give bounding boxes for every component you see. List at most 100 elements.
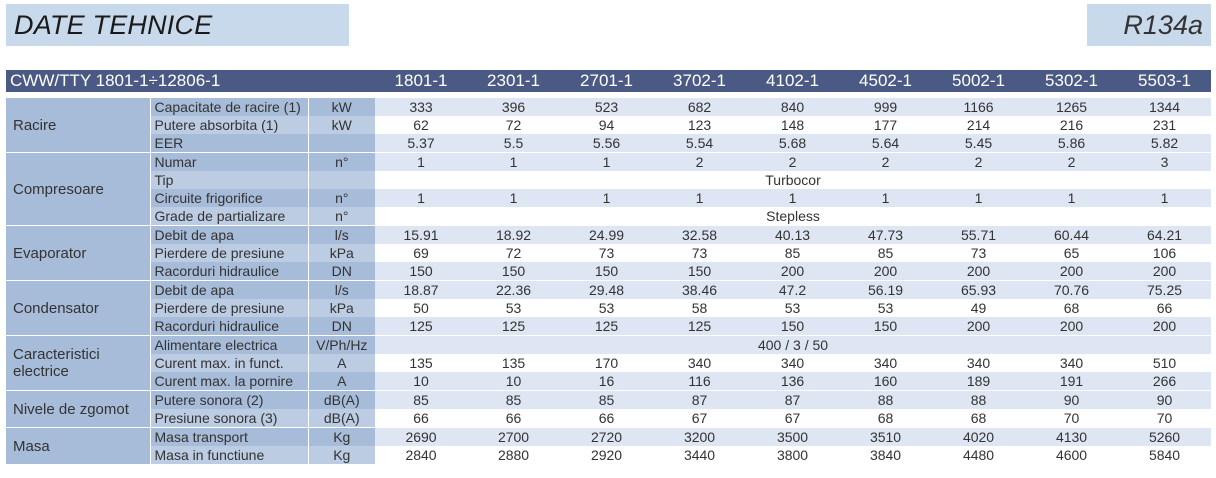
value-cell: 1 [746, 189, 840, 207]
value-cell: 2880 [467, 446, 561, 465]
value-cell: 88 [932, 390, 1026, 409]
parameter-label: Curent max. in funct. [149, 354, 308, 372]
unit-label: V/Ph/Hz [307, 335, 376, 354]
unit-label: kW [307, 98, 376, 116]
value-cell: 4130 [1025, 427, 1119, 446]
value-cell: 10 [375, 372, 468, 391]
value-cell: 231 [1118, 116, 1212, 134]
value-cell: 38.46 [653, 280, 747, 299]
value-cell: 214 [932, 116, 1026, 134]
value-cell: 55.71 [932, 225, 1026, 244]
value-cell: 85 [467, 390, 561, 409]
value-cell: 1 [653, 189, 747, 207]
value-cell: 1 [839, 189, 933, 207]
value-cell: 5.37 [375, 134, 468, 153]
value-cell: 1 [467, 189, 561, 207]
model-header-3702-1: 3702-1 [653, 70, 747, 92]
parameter-label: Circuite frigorifice [149, 189, 308, 207]
value-cell: 69 [375, 244, 468, 262]
value-cell: 32.58 [653, 225, 747, 244]
parameter-label: Putere sonora (2) [149, 390, 308, 409]
value-cell: 333 [375, 98, 468, 116]
value-cell: 2690 [375, 427, 468, 446]
value-cell: 840 [746, 98, 840, 116]
group-label: Masa [6, 427, 150, 465]
value-cell: 148 [746, 116, 840, 134]
value-cell: 18.92 [467, 225, 561, 244]
unit-label: n° [307, 152, 376, 171]
parameter-label: Pierdere de presiune [149, 244, 308, 262]
table-row: EER 5.37 5.5 5.56 5.54 5.68 5.64 5.45 5.86 5.82 [6, 134, 1212, 153]
parameter-label: EER [149, 134, 308, 153]
table-header-row: CWW/TTY 1801-1÷12806-1 1801-1 2301-1 2701-… [6, 70, 1212, 92]
value-cell: 5.82 [1118, 134, 1212, 153]
value-cell: 67 [746, 409, 840, 428]
value-cell: 135 [467, 354, 561, 372]
unit-label: A [307, 372, 376, 391]
value-cell: 60.44 [1025, 225, 1119, 244]
model-header-4502-1: 4502-1 [839, 70, 933, 92]
value-cell: 53 [746, 299, 840, 317]
value-cell: 125 [375, 317, 468, 336]
value-cell: 65.93 [932, 280, 1026, 299]
value-cell: 123 [653, 116, 747, 134]
value-cell: 396 [467, 98, 561, 116]
unit-label: Kg [307, 427, 376, 446]
value-cell: 1265 [1025, 98, 1119, 116]
value-cell: 2 [839, 152, 933, 171]
value-cell: 150 [653, 262, 747, 281]
value-cell: 125 [653, 317, 747, 336]
unit-label: kW [307, 116, 376, 134]
value-cell: 3440 [653, 446, 747, 465]
value-cell: 266 [1118, 372, 1212, 391]
value-cell: 200 [1118, 317, 1212, 336]
table-row: Pierdere de presiune kPa 69 72 73 73 85 85 73 65 1… [6, 244, 1212, 262]
parameter-label: Masa in functiune [149, 446, 308, 465]
value-cell: 160 [839, 372, 933, 391]
value-cell: 62 [375, 116, 468, 134]
value-cell: 5.56 [560, 134, 654, 153]
value-cell: 1 [560, 189, 654, 207]
table-row: Masa Masa transport Kg 2690 2700 2720 3200 3500… [6, 427, 1212, 465]
value-cell: 40.13 [746, 225, 840, 244]
page-title: DATE TEHNICE [14, 10, 213, 40]
value-cell: 200 [1025, 262, 1119, 281]
value-cell: 150 [839, 317, 933, 336]
group-label: Caracteristici electrice [6, 335, 150, 391]
value-cell: 191 [1025, 372, 1119, 391]
value-cell: 150 [560, 262, 654, 281]
parameter-label: Debit de apa [149, 280, 308, 299]
value-cell: 3510 [839, 427, 933, 446]
value-cell: 999 [839, 98, 933, 116]
value-cell: 340 [746, 354, 840, 372]
value-cell: 88 [839, 390, 933, 409]
unit-label [307, 134, 376, 153]
table-row: Presiune sonora (3) dB(A) 66 66 66 67 67 68 68 70… [6, 409, 1212, 428]
model-header-2701-1: 2701-1 [560, 70, 654, 92]
value-cell: 4020 [932, 427, 1026, 446]
unit-label [307, 171, 376, 189]
value-cell: 1 [375, 152, 468, 171]
value-cell: 85 [746, 244, 840, 262]
value-cell: 85 [839, 244, 933, 262]
value-cell: 5.5 [467, 134, 561, 153]
value-cell: 340 [653, 354, 747, 372]
group-label: Racire [6, 98, 150, 153]
table-row: Masa in functiune Kg 2840 2880 2920 3440 3800 3… [6, 446, 1212, 465]
value-cell: 56.19 [839, 280, 933, 299]
value-cell: 66 [467, 409, 561, 428]
value-cell: 2 [1025, 152, 1119, 171]
model-header-2301-1: 2301-1 [467, 70, 561, 92]
table-row: Racorduri hidraulice DN 150 150 150 150 200 200… [6, 262, 1212, 281]
value-cell: 5.54 [653, 134, 747, 153]
model-header-1801-1: 1801-1 [375, 70, 468, 92]
value-cell: 125 [467, 317, 561, 336]
unit-label: DN [307, 317, 376, 336]
unit-label: dB(A) [307, 390, 376, 409]
table-row: Putere absorbita (1) kW 62 72 94 123 148 177 214… [6, 116, 1212, 134]
table-row: Condensator Debit de apa l/s 18.87 22.36 29.4… [6, 280, 1212, 336]
table-row: Racorduri hidraulice DN 125 125 125 125 150 150… [6, 317, 1212, 336]
parameter-label: Curent max. la pornire [149, 372, 308, 391]
model-header-5503-1: 5503-1 [1118, 70, 1212, 92]
value-cell: 1 [375, 189, 468, 207]
